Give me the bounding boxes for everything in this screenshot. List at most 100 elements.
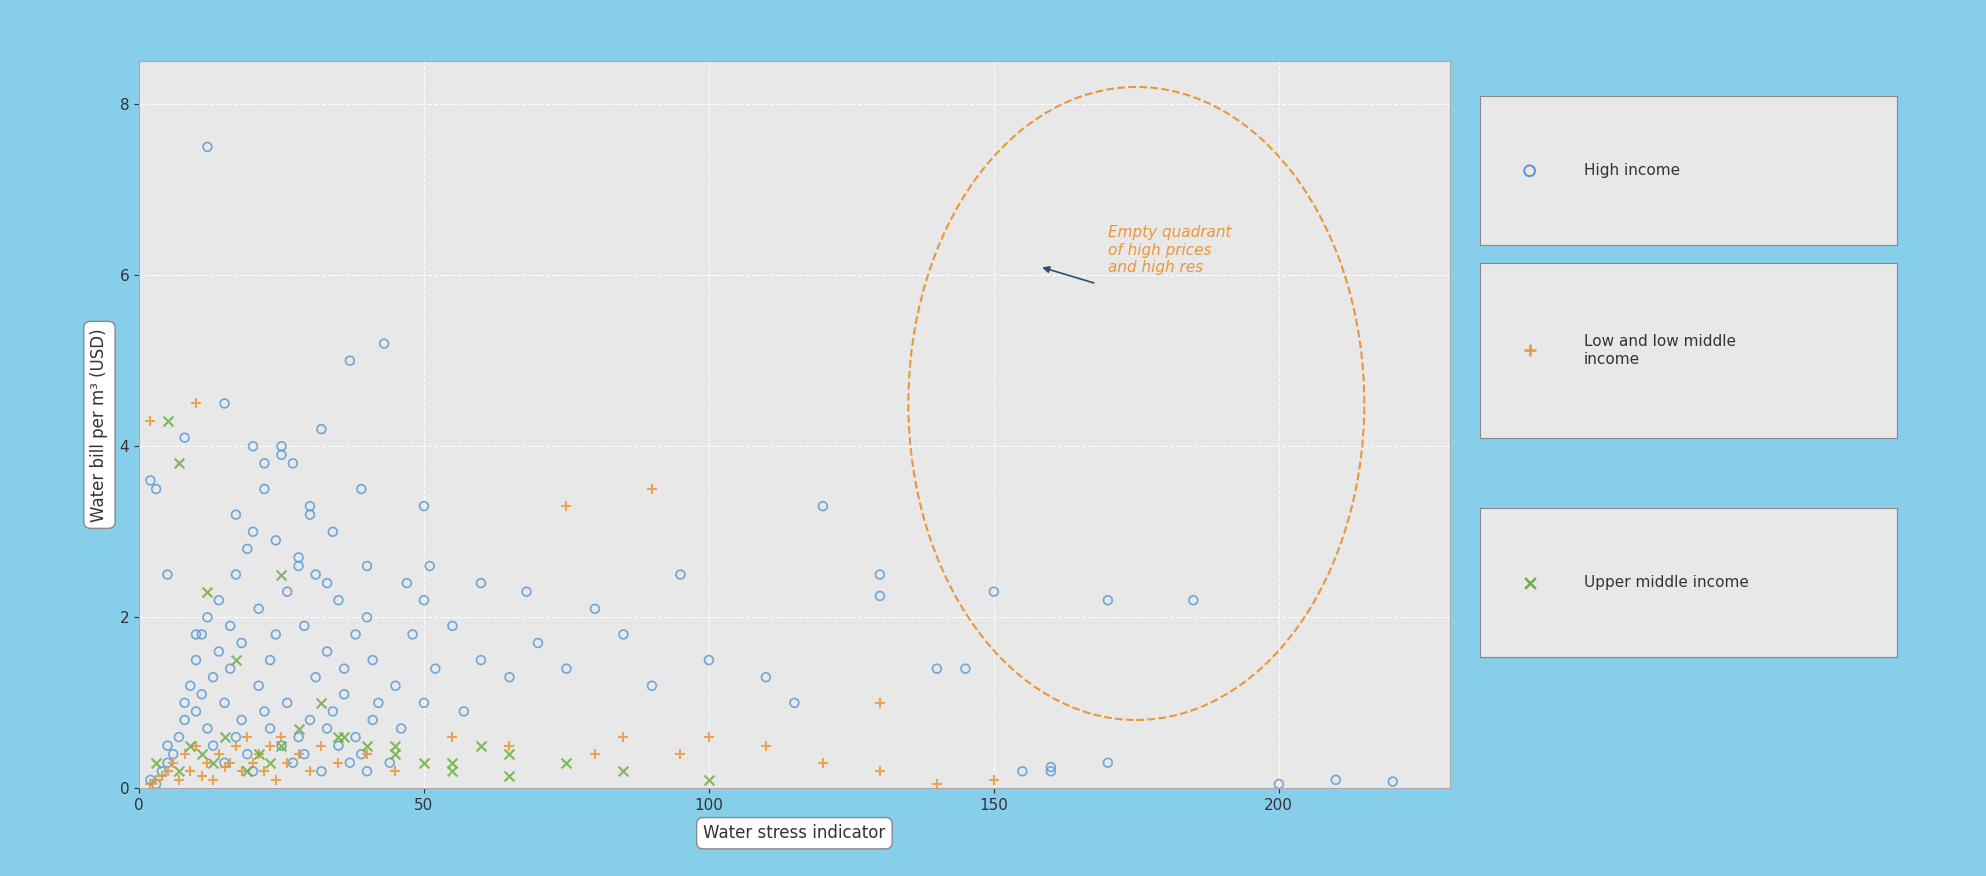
High income [465, 576, 496, 590]
Low and low middle
income [214, 756, 246, 770]
High income [276, 456, 308, 470]
High income [260, 533, 292, 548]
High income [312, 645, 344, 659]
Upper middle income [282, 722, 314, 736]
High income [145, 764, 177, 778]
High income [318, 704, 350, 718]
High income [391, 576, 423, 590]
Low and low middle
income [306, 738, 338, 752]
High income [151, 568, 183, 582]
High income [248, 482, 280, 496]
High income [282, 559, 314, 573]
Low and low middle
income [163, 773, 195, 787]
High income [294, 499, 326, 513]
Text: Low and low middle
income: Low and low middle income [1585, 335, 1736, 366]
High income [163, 730, 195, 744]
High income [187, 627, 218, 641]
Low and low middle
income [242, 747, 274, 761]
Upper middle income [306, 696, 338, 710]
Upper middle income [495, 768, 526, 782]
High income [276, 756, 308, 770]
High income [751, 670, 782, 684]
Low and low middle
income [209, 760, 240, 774]
Low and low middle
income [266, 730, 298, 744]
High income [248, 704, 280, 718]
X-axis label: Water stress indicator: Water stress indicator [703, 824, 886, 842]
High income [352, 559, 383, 573]
Upper middle income [163, 764, 195, 778]
High income [779, 696, 810, 710]
High income [272, 696, 304, 710]
High income [379, 679, 411, 693]
Upper middle income [163, 456, 195, 470]
High income [407, 499, 439, 513]
Upper middle income [550, 756, 582, 770]
Upper middle income [379, 738, 411, 752]
Upper middle income [187, 747, 218, 761]
High income [294, 508, 326, 522]
High income [636, 679, 667, 693]
High income [175, 679, 207, 693]
High income [135, 773, 167, 787]
Upper middle income [266, 738, 298, 752]
High income [340, 627, 371, 641]
Upper middle income [437, 764, 469, 778]
Low and low middle
income [636, 482, 667, 496]
High income [169, 696, 201, 710]
High income [300, 670, 332, 684]
High income [340, 730, 371, 744]
High income [151, 756, 183, 770]
Low and low middle
income [187, 768, 218, 782]
High income [367, 336, 399, 350]
High income [346, 482, 377, 496]
Upper middle income [608, 764, 639, 778]
High income [437, 618, 469, 632]
Low and low middle
income [864, 764, 896, 778]
Upper middle income [379, 747, 411, 761]
High income [407, 593, 439, 607]
High income [322, 593, 354, 607]
High income [413, 559, 445, 573]
Low and low middle
income [248, 764, 280, 778]
High income [665, 568, 697, 582]
High income [141, 777, 173, 791]
High income [266, 439, 298, 453]
High income [312, 576, 344, 590]
Upper middle income [693, 773, 725, 787]
High income [214, 618, 246, 632]
High income [203, 593, 234, 607]
High income [864, 568, 896, 582]
High income [806, 499, 838, 513]
High income [1321, 773, 1352, 787]
Low and low middle
income [141, 773, 173, 787]
Low and low middle
income [175, 764, 207, 778]
High income [169, 713, 201, 727]
High income [352, 764, 383, 778]
Low and low middle
income [608, 730, 639, 744]
Low and low middle
income [977, 773, 1009, 787]
Upper middle income [322, 730, 354, 744]
Low and low middle
income [232, 730, 264, 744]
High income [226, 713, 258, 727]
High income [357, 653, 389, 668]
High income [191, 140, 222, 154]
High income [242, 679, 274, 693]
High income [306, 764, 338, 778]
Text: Empty quadrant
of high prices
and high res: Empty quadrant of high prices and high r… [1108, 225, 1231, 275]
High income [254, 722, 286, 736]
Low and low middle
income [665, 747, 697, 761]
Upper middle income [232, 764, 264, 778]
High income [407, 696, 439, 710]
High income [157, 747, 189, 761]
High income [135, 473, 167, 487]
High income [232, 747, 264, 761]
Low and low middle
income [203, 747, 234, 761]
High income [1092, 756, 1124, 770]
High income [236, 764, 268, 778]
High income [300, 568, 332, 582]
Low and low middle
income [181, 397, 213, 411]
Low and low middle
income [151, 764, 183, 778]
Low and low middle
income [254, 738, 286, 752]
High income [294, 713, 326, 727]
High income [288, 618, 320, 632]
